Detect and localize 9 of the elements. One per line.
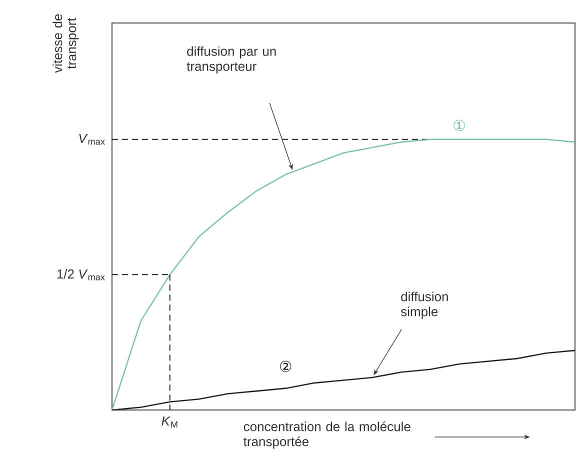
- series-label: ①: [454, 120, 465, 131]
- annotation: diffusion simple: [400, 292, 448, 319]
- text: diffusion par un transporteur: [186, 46, 276, 74]
- x-axis-title: concentration de la molécule transportée: [244, 422, 410, 449]
- text: K$_{M}$: [162, 416, 178, 428]
- ref-line-label: 1/2 V$_{max}$: [57, 269, 105, 280]
- ref-line-label: V$_{max}$: [79, 134, 105, 145]
- text: vitesse de transport: [52, 14, 79, 73]
- series-label: ②: [280, 360, 292, 372]
